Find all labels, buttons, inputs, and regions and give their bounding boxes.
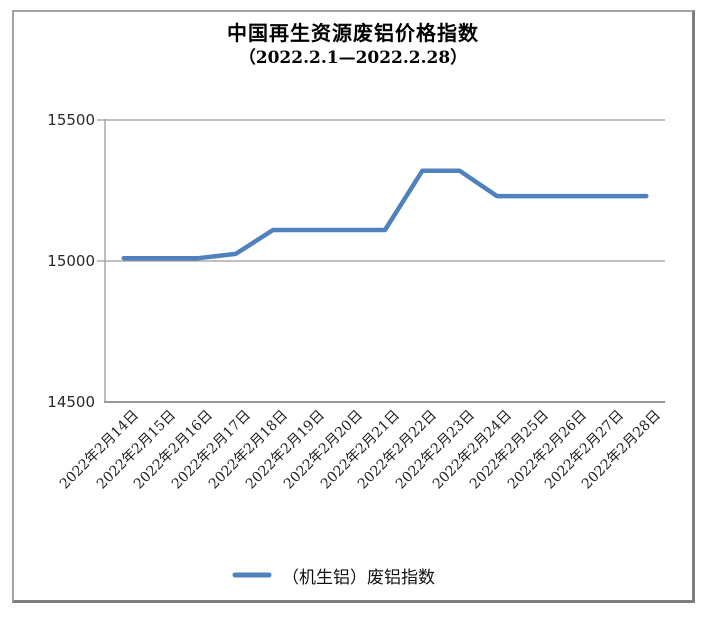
chart-title: 中国再生资源废铝价格指数 xyxy=(227,21,479,45)
legend-line-icon xyxy=(232,572,272,578)
y-axis-label: 15000 xyxy=(47,252,95,270)
legend-label: （机生铝）废铝指数 xyxy=(282,567,435,588)
chart-subtitle: （2022.2.1—2022.2.28） xyxy=(238,48,468,68)
chart-frame: 中国再生资源废铝价格指数 （2022.2.1—2022.2.28） xyxy=(12,10,695,603)
y-axis-label: 15500 xyxy=(47,111,95,129)
chart-legend: （机生铝）废铝指数 xyxy=(231,564,435,588)
y-axis-label: 14500 xyxy=(47,393,95,411)
